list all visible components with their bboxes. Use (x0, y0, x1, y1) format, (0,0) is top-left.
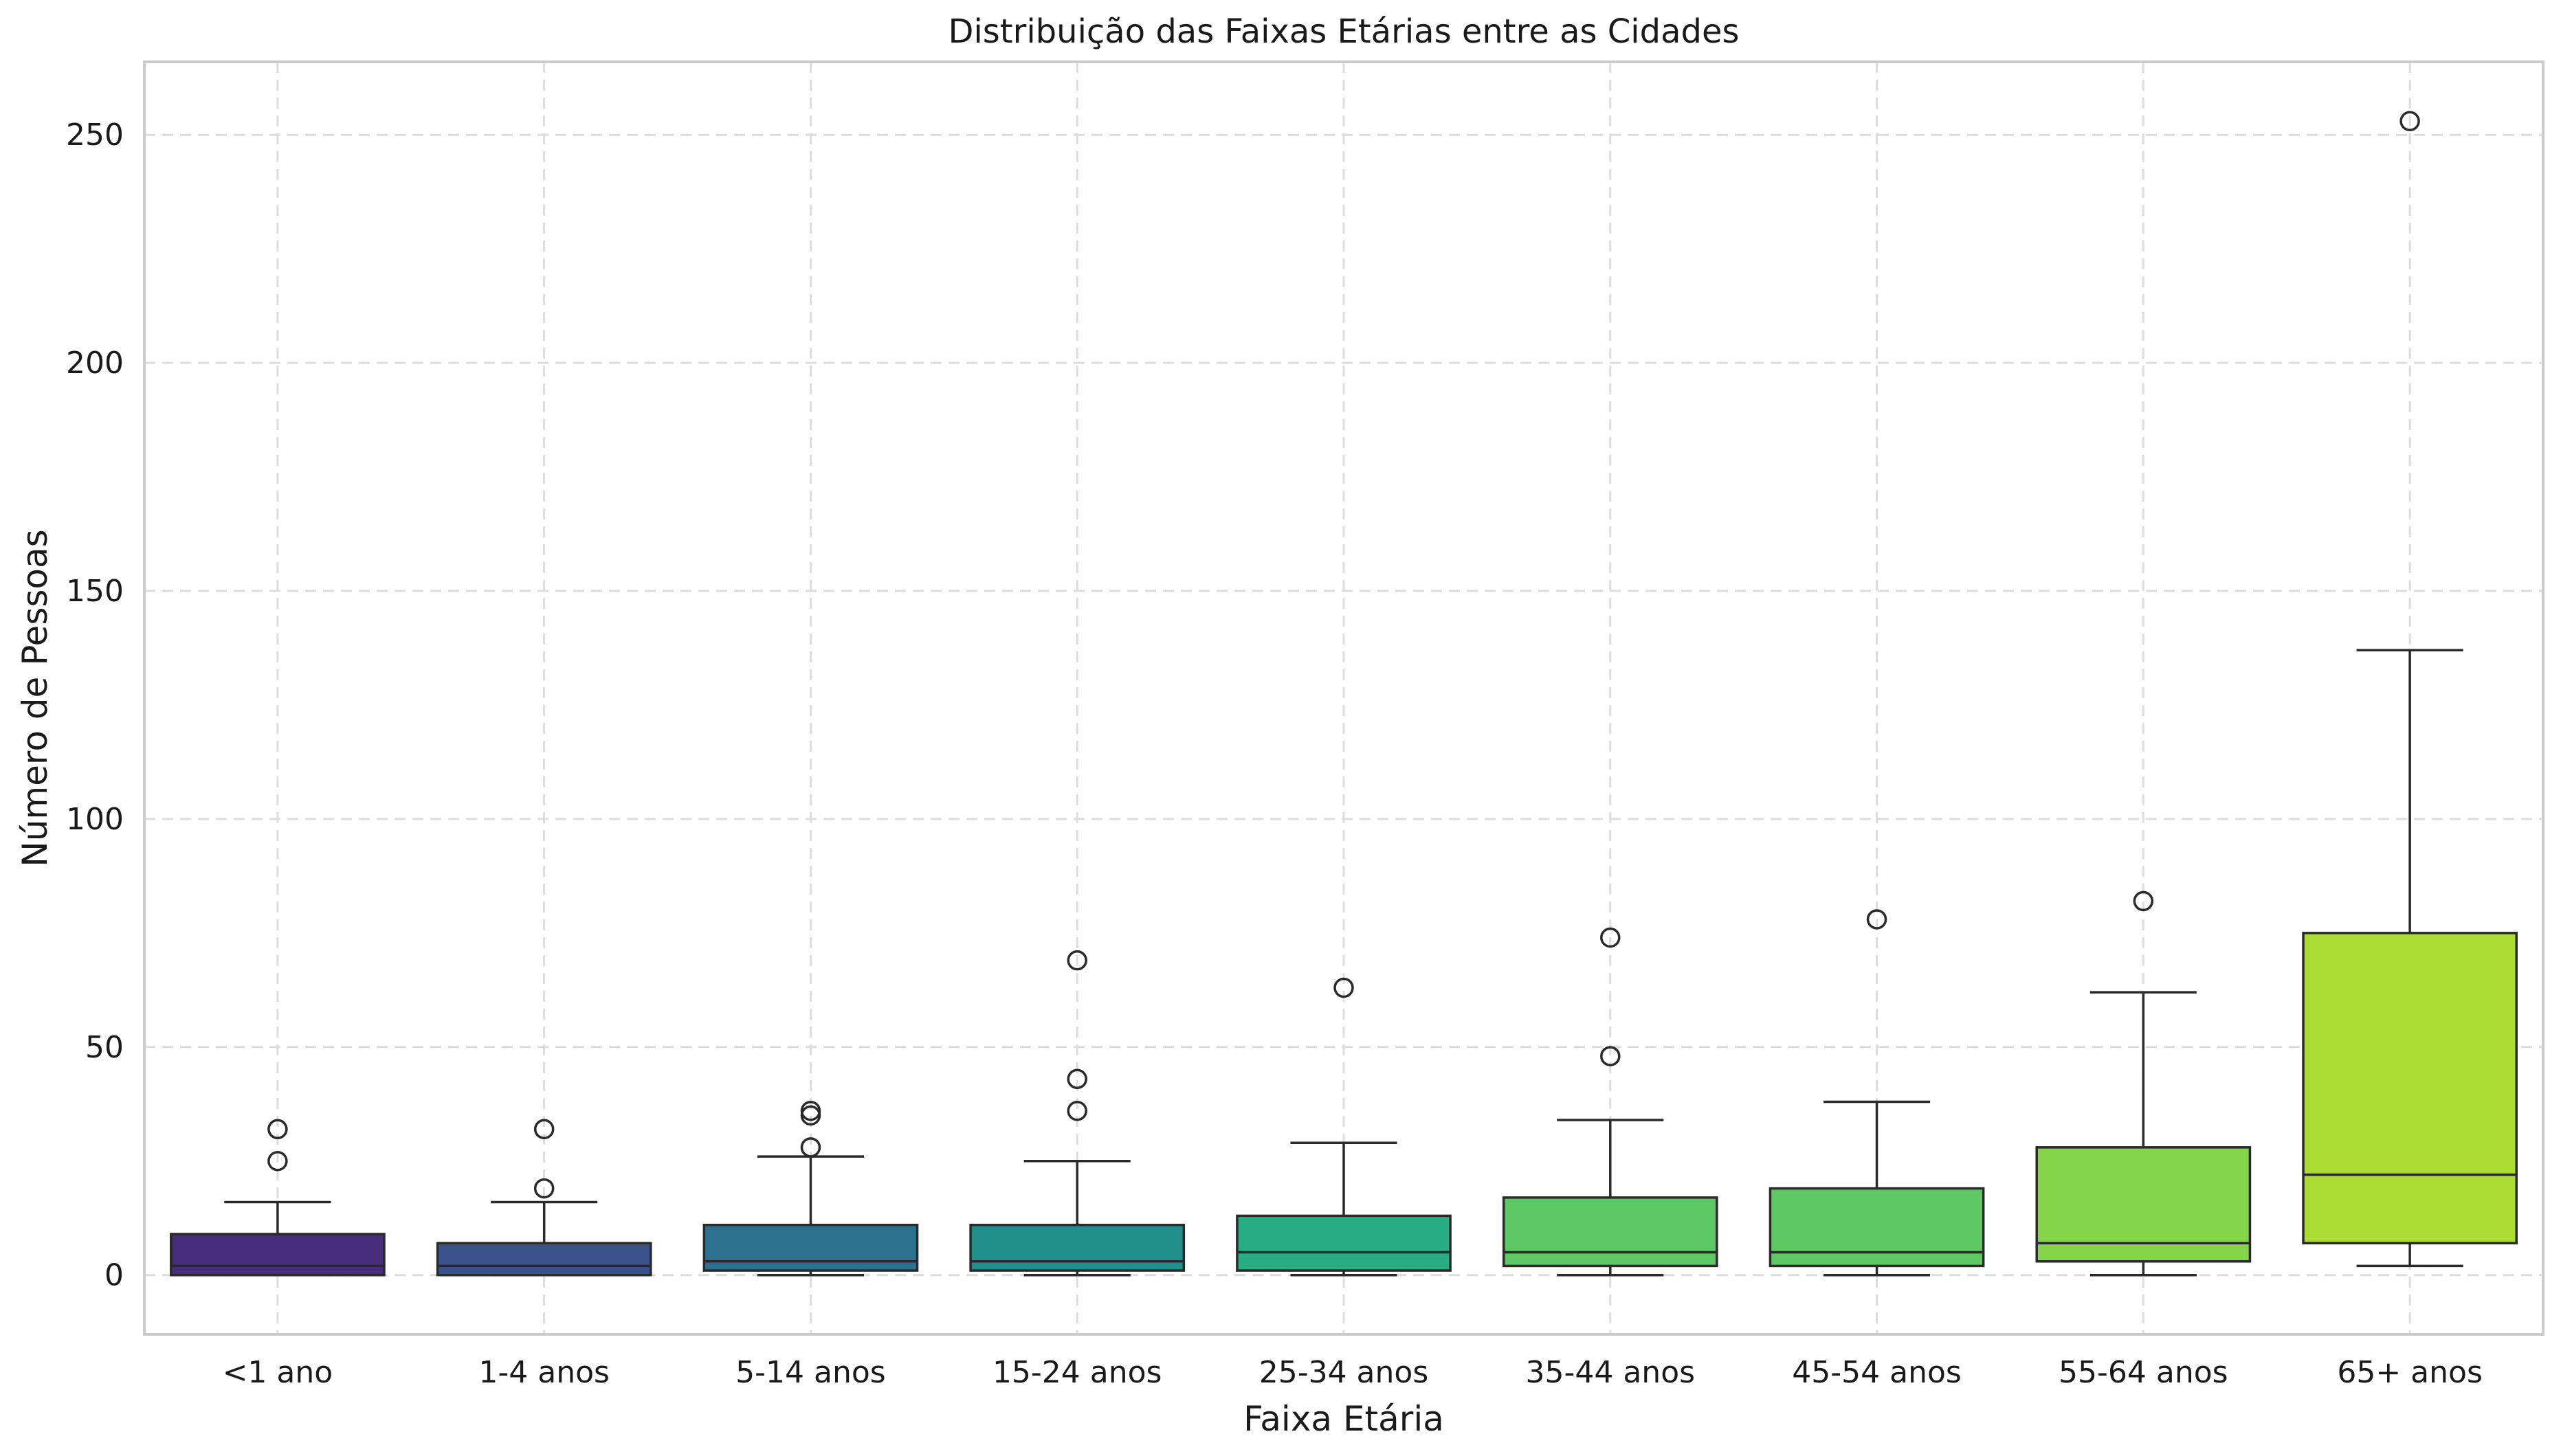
box-group (1769, 909, 1985, 1277)
iqr-box (1236, 1214, 1452, 1272)
outlier-point (1067, 1068, 1087, 1090)
iqr-box (170, 1233, 386, 1277)
box-group (436, 1119, 652, 1277)
outlier-point (533, 1178, 555, 1199)
iqr-box (1502, 1196, 1718, 1268)
y-tick-label: 250 (66, 117, 124, 153)
x-tick-label: 1-4 anos (478, 1355, 610, 1390)
x-tick-label: 15-24 anos (993, 1355, 1162, 1390)
outlier-point (2133, 891, 2154, 912)
outlier-point (1866, 909, 1887, 930)
y-tick-label: 100 (66, 802, 124, 837)
outlier-point (2399, 111, 2420, 132)
iqr-box (702, 1223, 919, 1272)
outlier-point (267, 1119, 288, 1140)
outlier-point (1067, 1100, 1087, 1121)
x-tick-label: 55-64 anos (2059, 1355, 2228, 1390)
box-group (969, 950, 1186, 1277)
iqr-box (969, 1223, 1186, 1272)
y-tick-label: 0 (104, 1258, 124, 1293)
y-tick-label: 50 (85, 1030, 124, 1065)
x-tick-label: 65+ anos (2337, 1355, 2483, 1390)
y-tick-label: 150 (66, 574, 124, 609)
chart-title: Distribuição das Faixas Etárias entre as… (948, 12, 1739, 51)
plot-frame (143, 60, 2545, 1336)
iqr-box (2302, 932, 2518, 1244)
x-tick-label: 25-34 anos (1259, 1355, 1429, 1390)
iqr-box (436, 1242, 652, 1277)
x-tick-label: <1 ano (223, 1355, 333, 1390)
x-tick-label: 45-54 anos (1792, 1355, 1962, 1390)
box-group (2035, 891, 2252, 1277)
outlier-point (1333, 977, 1354, 998)
x-axis-title: Faixa Etária (1243, 1399, 1444, 1439)
box-group (170, 1119, 386, 1277)
box-group (1236, 977, 1452, 1277)
y-tick-label: 200 (66, 346, 124, 381)
outlier-point (800, 1100, 821, 1121)
y-axis-title: Número de Pessoas (15, 529, 55, 866)
outlier-point (533, 1119, 555, 1140)
iqr-box (1769, 1187, 1985, 1268)
box-group (702, 1100, 919, 1277)
outlier-point (800, 1137, 821, 1158)
box-group (2302, 111, 2518, 1268)
outlier-point (1067, 950, 1087, 971)
box-layer (170, 111, 2518, 1277)
outlier-point (1600, 1046, 1621, 1066)
x-tick-label: 35-44 anos (1526, 1355, 1696, 1390)
outlier-point (1600, 927, 1621, 948)
tick-layer: 0 50 100 150 200 250 <1 ano 1-4 anos 5-14 anos 15… (66, 117, 2483, 1390)
box-group (1502, 927, 1718, 1277)
x-tick-label: 5-14 anos (735, 1355, 886, 1390)
outlier-point (267, 1151, 288, 1172)
